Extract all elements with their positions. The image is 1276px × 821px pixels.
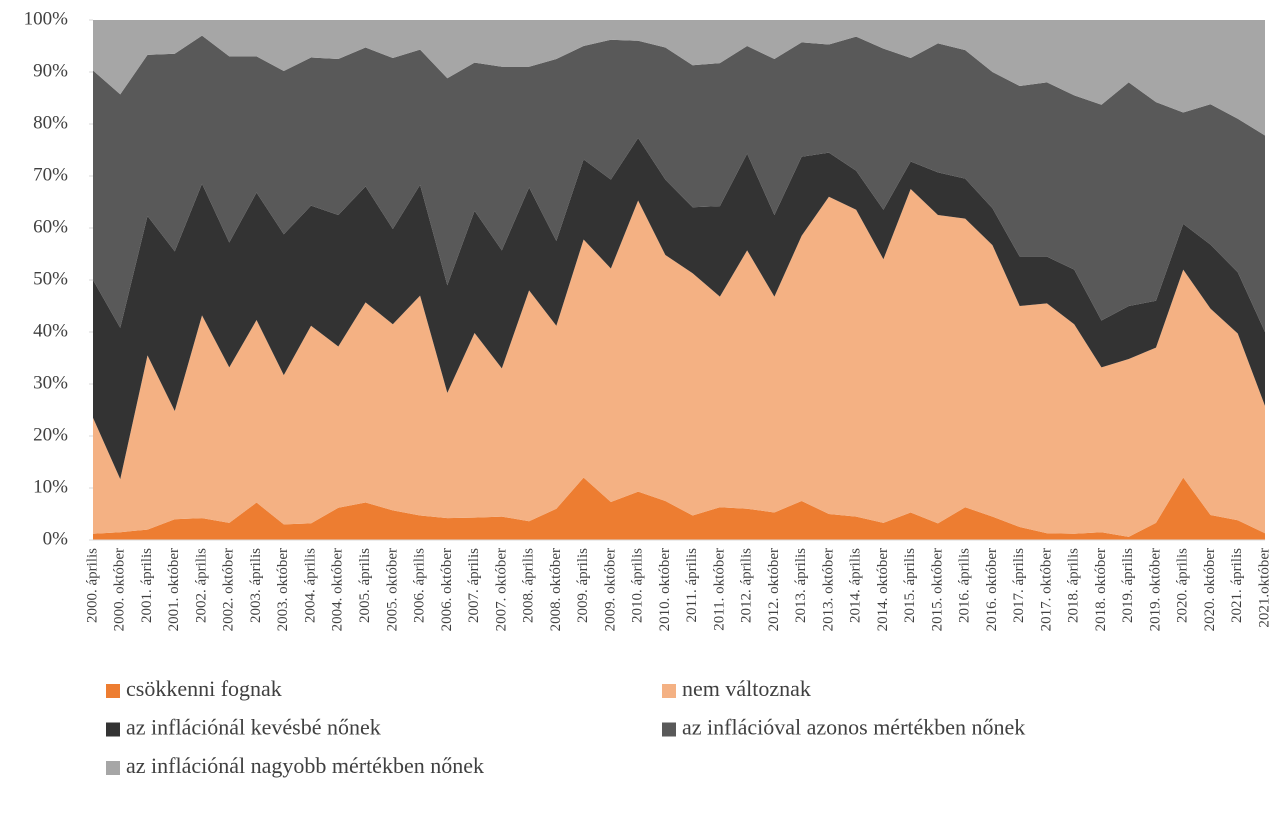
y-tick-label: 80% bbox=[33, 112, 68, 133]
area bbox=[93, 35, 1265, 332]
x-tick-label: 2003. április bbox=[248, 548, 264, 623]
x-tick-label: 2000. október bbox=[112, 548, 128, 631]
x-tick-label: 2013. április bbox=[793, 548, 809, 623]
x-tick-label: 2006. október bbox=[439, 548, 455, 631]
x-tick-label: 2015. október bbox=[929, 548, 945, 631]
x-tick-label: 2013. október bbox=[820, 548, 836, 631]
y-tick-label: 20% bbox=[33, 424, 68, 445]
x-tick-label: 2020. október bbox=[1202, 548, 1218, 631]
x-tick-label: 2008. október bbox=[548, 548, 564, 631]
y-tick-label: 10% bbox=[33, 476, 68, 497]
x-tick-label: 2009. április bbox=[575, 548, 591, 623]
x-tick-label: 2016. október bbox=[984, 548, 1000, 631]
legend-label: csökkenni fognak bbox=[126, 676, 282, 701]
x-tick-label: 2001. október bbox=[166, 548, 182, 631]
legend-swatch bbox=[662, 684, 676, 698]
area bbox=[93, 477, 1265, 540]
x-tick-label: 2005. október bbox=[384, 548, 400, 631]
x-tick-label: 2005. április bbox=[357, 548, 373, 623]
x-tick-label: 2018. április bbox=[1066, 548, 1082, 623]
x-tick-label: 2010. április bbox=[630, 548, 646, 623]
x-tick-label: 2010. október bbox=[657, 548, 673, 631]
x-tick-label: 2014. október bbox=[875, 548, 891, 631]
y-tick-label: 0% bbox=[43, 528, 69, 549]
x-tick-label: 2008. április bbox=[521, 548, 537, 623]
x-tick-label: 2015. április bbox=[902, 548, 918, 623]
y-tick-label: 100% bbox=[24, 8, 69, 29]
x-tick-label: 2004. október bbox=[330, 548, 346, 631]
legend-label: az inflációval azonos mértékben nőnek bbox=[682, 715, 1025, 740]
x-tick-label: 2011. április bbox=[684, 548, 700, 623]
x-tick-label: 2021. április bbox=[1229, 548, 1245, 623]
x-tick-label: 2001. április bbox=[139, 548, 155, 623]
x-tick-label: 2019. április bbox=[1120, 548, 1136, 623]
x-tick-label: 2003. október bbox=[275, 548, 291, 631]
x-tick-label: 2020. április bbox=[1175, 548, 1191, 623]
legend-swatch bbox=[106, 761, 120, 775]
legend-label: nem változnak bbox=[682, 676, 811, 701]
x-tick-label: 2000. április bbox=[84, 548, 100, 623]
x-tick-label: 2002. április bbox=[193, 548, 209, 623]
x-tick-label: 2017. április bbox=[1011, 548, 1027, 623]
x-tick-label: 2021.október bbox=[1256, 548, 1272, 628]
legend-swatch bbox=[106, 684, 120, 698]
x-tick-label: 2004. április bbox=[302, 548, 318, 623]
x-tick-label: 2019. október bbox=[1147, 548, 1163, 631]
x-tick-label: 2011. október bbox=[711, 548, 727, 631]
x-tick-label: 2002. október bbox=[221, 548, 237, 631]
legend-swatch bbox=[106, 722, 120, 737]
x-tick-label: 2007. október bbox=[493, 548, 509, 631]
x-tick-label: 2017. október bbox=[1038, 548, 1054, 631]
legend-label: az inflációnál nagyobb mértékben nőnek bbox=[126, 753, 484, 778]
x-tick-label: 2018. október bbox=[1093, 548, 1109, 631]
x-tick-label: 2007. április bbox=[466, 548, 482, 623]
x-tick-label: 2006. április bbox=[412, 548, 428, 623]
y-tick-label: 60% bbox=[33, 216, 68, 237]
y-tick-label: 50% bbox=[33, 268, 68, 289]
legend-label: az inflációnál kevésbé nőnek bbox=[126, 715, 381, 740]
y-tick-label: 40% bbox=[33, 320, 68, 341]
y-tick-label: 30% bbox=[33, 372, 68, 393]
x-tick-label: 2012. október bbox=[766, 548, 782, 631]
y-tick-label: 70% bbox=[33, 164, 68, 185]
area bbox=[93, 138, 1265, 480]
x-tick-label: 2012. április bbox=[739, 548, 755, 623]
x-tick-label: 2014. április bbox=[848, 548, 864, 623]
x-tick-label: 2009. október bbox=[602, 548, 618, 631]
legend-swatch bbox=[662, 722, 676, 737]
area bbox=[93, 189, 1265, 537]
x-tick-label: 2016. április bbox=[957, 548, 973, 623]
y-tick-label: 90% bbox=[33, 60, 68, 81]
area bbox=[93, 20, 1265, 136]
